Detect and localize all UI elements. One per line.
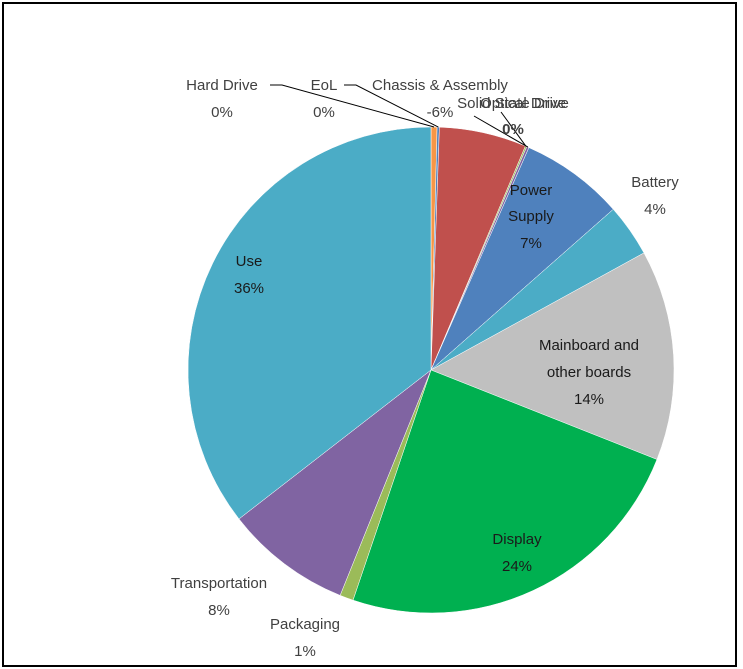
leader-line-solid-state-drive: [473, 115, 529, 148]
slice-value-battery: 4%: [644, 201, 666, 218]
slice-value-solid-state-drive: 0%: [502, 121, 524, 138]
leader-line-eol: [344, 84, 439, 128]
slice-label-use: Use: [236, 253, 263, 270]
pie-slice-power-supply: [430, 147, 614, 371]
slice-label-hard-drive: Hard Drive: [186, 77, 258, 94]
slice-label-packaging: Packaging: [270, 616, 340, 633]
pie-slice-use: [187, 126, 432, 520]
slice-label-solid-state-drive: Solid State Drive: [457, 95, 569, 112]
slice-label-power-supply: Power: [510, 182, 553, 199]
slice-value-eol: 0%: [313, 104, 335, 121]
pie-slices: [187, 126, 675, 614]
slice-label-mainboard-and-other-boards: Mainboard and: [539, 337, 639, 354]
slice-value-mainboard-and-other-boards: 14%: [574, 391, 604, 408]
pie-slice-transportation: [238, 369, 432, 596]
leader-line-optical-drive: [500, 111, 527, 147]
slice-label-chassis-and-assembly: Chassis & Assembly: [372, 77, 508, 94]
slice-labels: Hard Drive 0% EoL 0% Chassis & Assembly -6% Op…: [171, 77, 679, 660]
slice-value-display: 24%: [502, 558, 532, 575]
slice-label-display: Display: [492, 531, 542, 548]
slice-value-power-supply: 7%: [520, 235, 542, 252]
slice-value-chassis-and-assembly: -6%: [427, 104, 454, 121]
slice-label-power-supply: Supply: [508, 208, 554, 225]
pie-slice-display: [352, 369, 658, 614]
slice-value-transportation: 8%: [208, 602, 230, 619]
slice-label-mainboard-and-other-boards: other boards: [547, 364, 631, 381]
slice-value-use: 36%: [234, 280, 264, 297]
leader-line-hard-drive: [270, 84, 435, 128]
leader-lines: [270, 84, 529, 148]
slice-label-transportation: Transportation: [171, 575, 267, 592]
slice-label-battery: Battery: [631, 174, 679, 191]
pie-chart: Hard Drive 0% EoL 0% Chassis & Assembly -6% Op…: [171, 77, 679, 660]
slice-value-hard-drive: 0%: [211, 104, 233, 121]
slice-value-packaging: 1%: [294, 643, 316, 660]
pie-slice-mainboard-and-other-boards: [430, 252, 675, 460]
slice-label-eol: EoL: [311, 77, 338, 94]
slice-label-optical-drive: Optical Drive: [480, 95, 566, 112]
